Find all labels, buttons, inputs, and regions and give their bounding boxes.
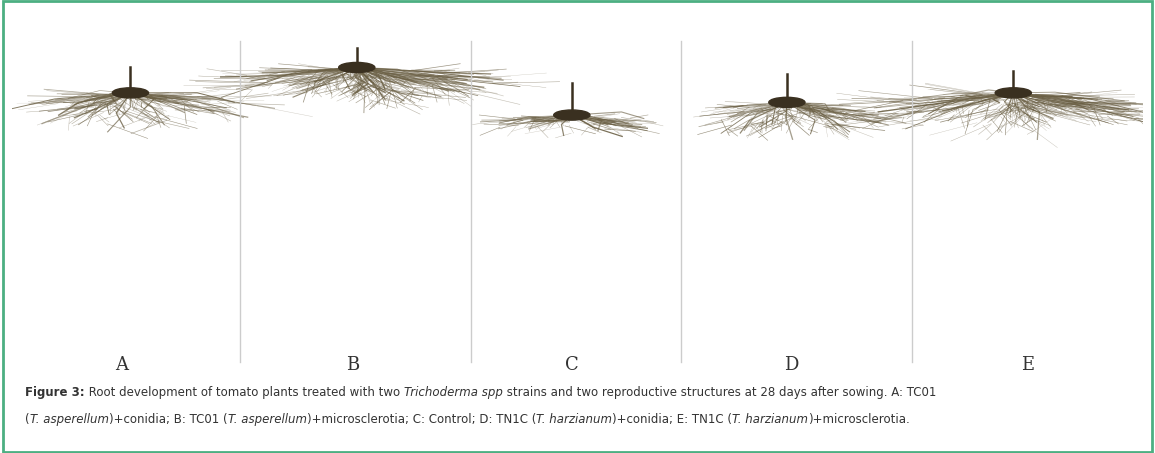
Text: (: ( [25, 413, 30, 426]
Circle shape [769, 97, 805, 107]
Text: T. harzianum: T. harzianum [536, 413, 612, 426]
Text: T. asperellum: T. asperellum [228, 413, 307, 426]
Text: D: D [784, 356, 798, 374]
Text: Figure 3:: Figure 3: [25, 386, 85, 399]
Text: strains and two reproductive structures at 28 days after sowing. A: TC01: strains and two reproductive structures … [502, 386, 937, 399]
Text: )+conidia; E: TN1C (: )+conidia; E: TN1C ( [612, 413, 732, 426]
Text: T. asperellum: T. asperellum [30, 413, 109, 426]
Text: C: C [565, 356, 579, 374]
Text: E: E [1021, 356, 1035, 374]
Text: Root development of tomato plants treated with two: Root development of tomato plants treate… [85, 386, 404, 399]
Circle shape [553, 110, 590, 120]
Text: T. harzianum: T. harzianum [732, 413, 808, 426]
Text: )+microsclerotia.: )+microsclerotia. [808, 413, 910, 426]
Text: )+microsclerotia; C: Control; D: TN1C (: )+microsclerotia; C: Control; D: TN1C ( [307, 413, 536, 426]
Circle shape [112, 88, 149, 98]
Text: Trichoderma spp: Trichoderma spp [404, 386, 502, 399]
Circle shape [338, 63, 375, 72]
Text: B: B [345, 356, 359, 374]
Circle shape [996, 88, 1031, 98]
Text: )+conidia; B: TC01 (: )+conidia; B: TC01 ( [109, 413, 228, 426]
Text: A: A [114, 356, 128, 374]
